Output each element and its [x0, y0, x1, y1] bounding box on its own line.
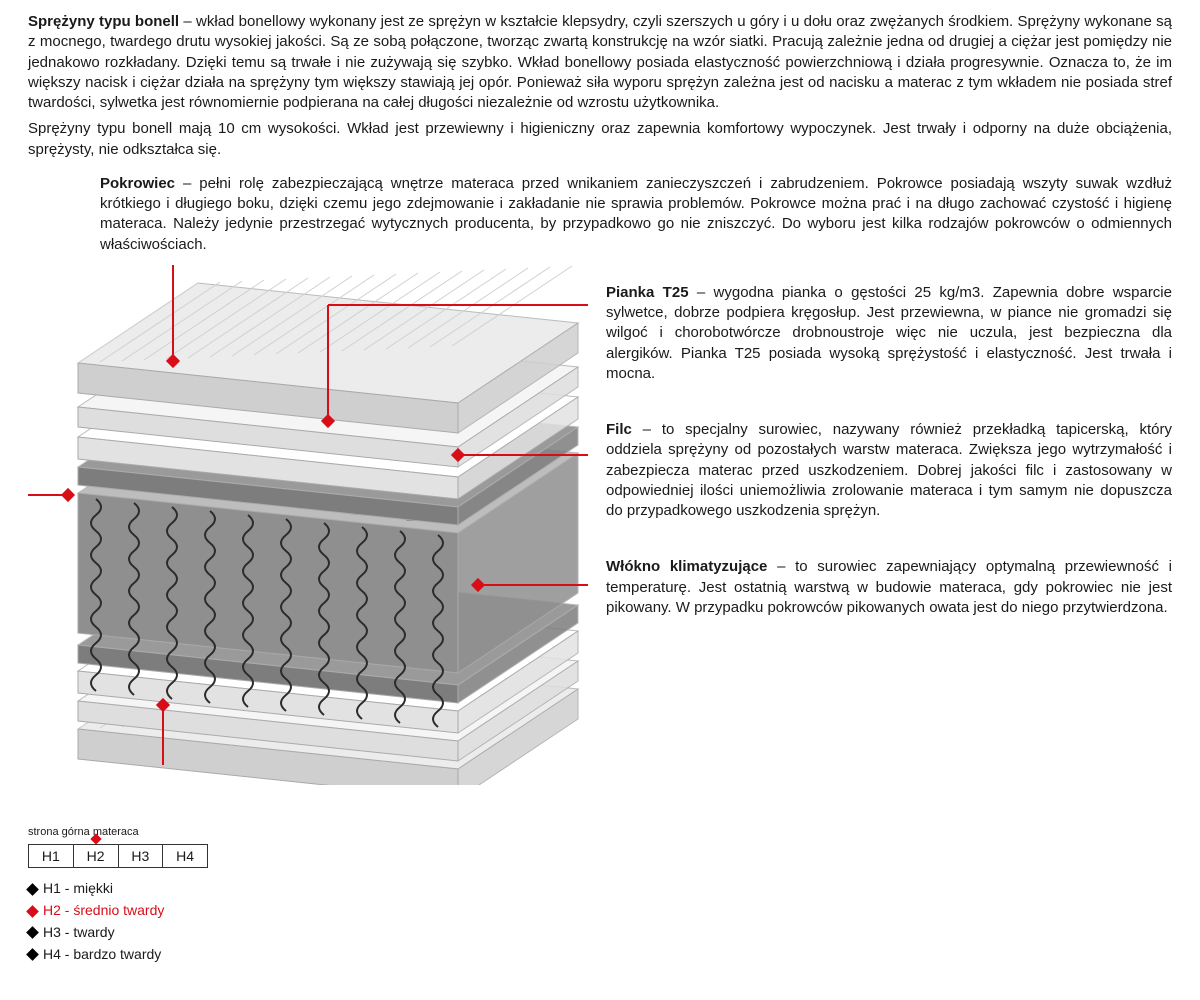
- callout-filc: Filc – to specjalny surowiec, nazywany r…: [606, 420, 1172, 521]
- hardness-cell-h2: H2: [74, 845, 119, 868]
- legend-label: H2 - średnio twardy: [43, 900, 164, 922]
- diamond-icon: [26, 948, 39, 961]
- hardness-block: strona górna materaca H1H2H3H4 H1 - mięk…: [28, 825, 1172, 965]
- hardness-row: H1H2H3H4: [28, 844, 208, 869]
- pokrowiec-block: Pokrowiec – pełni rolę zabezpieczającą w…: [28, 174, 1172, 255]
- callout-pianka: Pianka T25 – wygodna pianka o gęstości 2…: [606, 283, 1172, 384]
- intro-paragraph: Sprężyny typu bonell – wkład bonellowy w…: [28, 12, 1172, 113]
- diagram-row: Pianka T25 – wygodna pianka o gęstości 2…: [28, 265, 1172, 785]
- intro-paragraph-2: Sprężyny typu bonell mają 10 cm wysokośc…: [28, 119, 1172, 160]
- diagram-svg: [28, 265, 588, 785]
- legend-label: H4 - bardzo twardy: [43, 944, 161, 966]
- callout-filc-lead: Filc: [606, 421, 632, 438]
- diamond-icon: [26, 883, 39, 896]
- diamond-icon: [26, 926, 39, 939]
- callout-pianka-lead: Pianka T25: [606, 284, 689, 301]
- callout-pianka-text: – wygodna pianka o gęstości 25 kg/m3. Za…: [606, 284, 1172, 382]
- legend-label: H3 - twardy: [43, 922, 115, 944]
- legend-item: H3 - twardy: [28, 922, 1172, 944]
- legend-item: H1 - miękki: [28, 878, 1172, 900]
- callout-wlokno: Włókno klimatyzujące – to surowiec zapew…: [606, 557, 1172, 618]
- hardness-cell-h3: H3: [119, 845, 164, 868]
- intro-text: – wkład bonellowy wykonany jest ze spręż…: [28, 13, 1172, 111]
- hardness-legend-list: H1 - miękkiH2 - średnio twardyH3 - tward…: [28, 878, 1172, 965]
- callouts-column: Pianka T25 – wygodna pianka o gęstości 2…: [606, 265, 1172, 654]
- hardness-cell-h1: H1: [29, 845, 74, 868]
- callout-filc-text: – to specjalny surowiec, nazywany równie…: [606, 421, 1172, 519]
- mattress-exploded-diagram: [28, 265, 588, 785]
- pokrowiec-text: – pełni rolę zabezpieczającą wnętrze mat…: [100, 175, 1172, 253]
- hardness-caption: strona górna materaca: [28, 825, 1172, 840]
- intro-lead: Sprężyny typu bonell: [28, 13, 179, 30]
- legend-item: H2 - średnio twardy: [28, 900, 1172, 922]
- diamond-icon: [26, 905, 39, 918]
- legend-label: H1 - miękki: [43, 878, 113, 900]
- pokrowiec-lead: Pokrowiec: [100, 175, 175, 192]
- callout-wlokno-lead: Włókno klimatyzujące: [606, 558, 767, 575]
- legend-item: H4 - bardzo twardy: [28, 944, 1172, 966]
- hardness-cell-h4: H4: [163, 845, 207, 868]
